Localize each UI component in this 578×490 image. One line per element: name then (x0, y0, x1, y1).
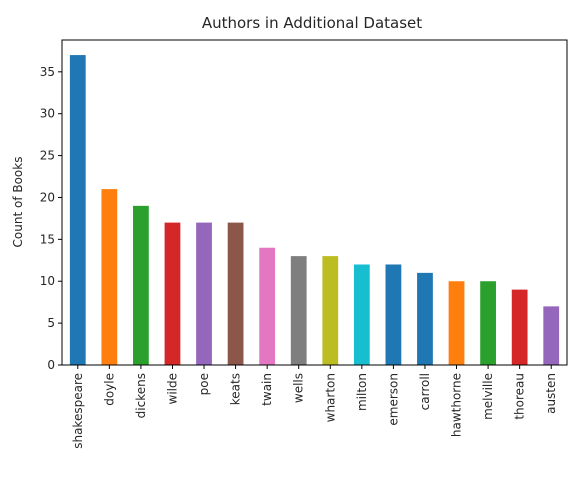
x-tick-label: keats (229, 373, 243, 405)
bar-doyle (101, 189, 118, 365)
bar-milton (353, 264, 370, 365)
x-tick-label: poe (197, 373, 211, 395)
x-tick-label: emerson (386, 373, 400, 426)
bar-dickens (133, 205, 149, 365)
bar-carroll (417, 272, 433, 365)
y-tick-label: 5 (47, 316, 55, 330)
y-tick-label: 15 (40, 232, 55, 246)
y-tick-label: 10 (40, 274, 55, 288)
bar-wilde (164, 222, 181, 365)
bar-twain (259, 247, 276, 365)
x-tick-label: dickens (134, 373, 148, 418)
x-tick-label: milton (355, 373, 369, 411)
x-tick-label: hawthorne (450, 373, 464, 437)
x-tick-label: twain (260, 373, 274, 406)
y-tick-label: 30 (40, 107, 55, 121)
bar-wharton (322, 256, 339, 365)
bar-wells (290, 256, 307, 365)
x-tick-label: wells (292, 373, 306, 403)
x-tick-label: melville (481, 373, 495, 420)
x-tick-label: wharton (323, 373, 337, 422)
plot-area: 0 5 10 15 20 25 30 35 shakespeare doyle dickens wil… (40, 55, 560, 449)
y-tick-label: 35 (40, 65, 55, 79)
bar-thoreau (511, 289, 528, 365)
bar-emerson (385, 264, 402, 365)
x-tick-label: wilde (165, 373, 179, 404)
x-tick-label: carroll (418, 373, 432, 410)
y-tick-label: 0 (47, 358, 55, 372)
y-axis-label: Count of Books (11, 157, 25, 248)
x-tick-label: austen (544, 373, 558, 414)
x-tick-label: shakespeare (71, 373, 85, 449)
bar-austen (543, 306, 560, 365)
bar-shakespeare (69, 55, 86, 365)
plot-frame (61, 39, 568, 366)
x-tick-label: doyle (102, 373, 116, 406)
bar-poe (196, 222, 212, 365)
y-tick-label: 20 (40, 190, 55, 204)
bar-hawthorne (448, 281, 465, 365)
x-tick-label: thoreau (513, 373, 527, 420)
chart-title: Authors in Additional Dataset (202, 14, 422, 32)
bar-keats (227, 222, 244, 365)
bar-melville (480, 281, 496, 365)
y-tick-label: 25 (40, 149, 55, 163)
